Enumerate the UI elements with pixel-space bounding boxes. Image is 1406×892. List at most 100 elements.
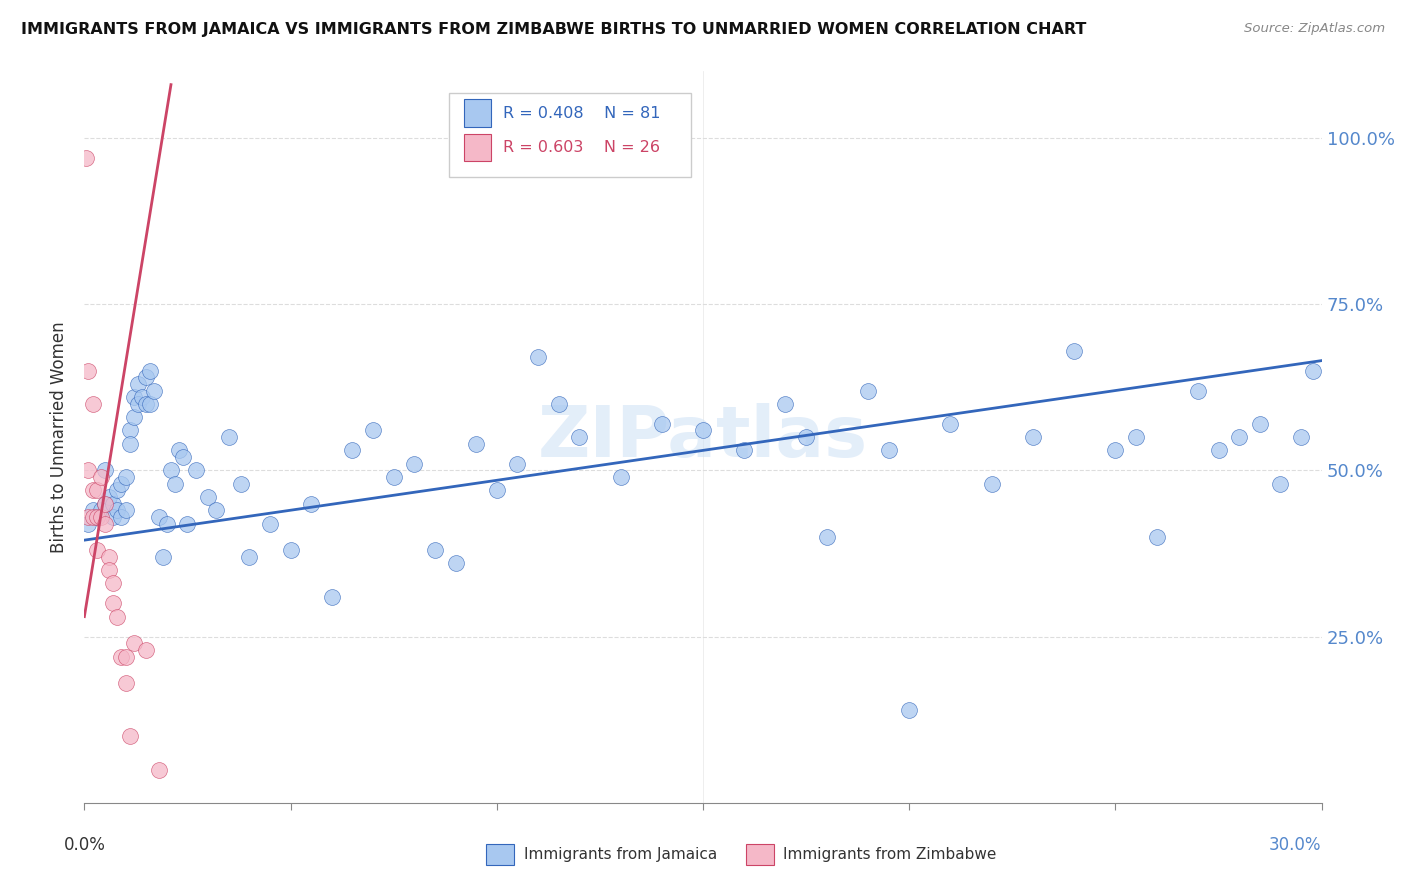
Point (547, 397, 569, 411)
Point (131, 390, 153, 404)
Point (980, 476, 1002, 491)
Point (939, 417, 962, 431)
Point (176, 516, 198, 531)
FancyBboxPatch shape (747, 845, 773, 865)
Point (98, 549, 121, 564)
Point (485, 483, 508, 498)
Point (299, 497, 322, 511)
Point (118, 729, 141, 743)
Point (152, 549, 174, 564)
Point (229, 476, 252, 491)
Point (77, 509, 100, 524)
Point (110, 476, 132, 491)
Point (506, 457, 529, 471)
Point (82, 483, 104, 498)
Point (444, 557, 467, 571)
Point (1125, 430, 1147, 444)
Point (94, 516, 117, 531)
Point (75, 151, 97, 165)
Point (184, 463, 207, 477)
Point (90, 509, 112, 524)
Point (105, 483, 128, 498)
Point (98, 490, 121, 504)
FancyBboxPatch shape (464, 99, 492, 127)
Point (197, 490, 219, 504)
Point (165, 476, 187, 491)
Point (94, 497, 117, 511)
Point (609, 470, 631, 484)
Point (527, 351, 550, 365)
Point (103, 576, 125, 591)
Point (205, 503, 228, 517)
Point (86, 543, 108, 558)
FancyBboxPatch shape (464, 134, 492, 161)
Point (105, 503, 128, 517)
Point (114, 649, 136, 664)
Point (238, 549, 260, 564)
Point (856, 384, 879, 398)
Text: Source: ZipAtlas.com: Source: ZipAtlas.com (1244, 22, 1385, 36)
Text: 0.0%: 0.0% (63, 836, 105, 854)
Point (86, 509, 108, 524)
Point (568, 430, 591, 444)
Point (877, 443, 900, 458)
Point (77, 463, 100, 477)
Point (94, 497, 117, 511)
Point (280, 543, 302, 558)
Point (218, 430, 240, 444)
Point (139, 397, 162, 411)
Point (118, 436, 141, 450)
Point (90, 470, 112, 484)
Point (1227, 430, 1250, 444)
Point (105, 609, 128, 624)
Text: IMMIGRANTS FROM JAMAICA VS IMMIGRANTS FROM ZIMBABWE BIRTHS TO UNMARRIED WOMEN CO: IMMIGRANTS FROM JAMAICA VS IMMIGRANTS FR… (21, 22, 1087, 37)
Point (103, 596, 125, 610)
Point (404, 457, 426, 471)
FancyBboxPatch shape (486, 845, 513, 865)
Point (692, 424, 714, 438)
Point (118, 424, 141, 438)
Point (167, 443, 190, 458)
Point (82, 397, 104, 411)
Point (139, 363, 162, 377)
Point (135, 643, 157, 657)
Point (160, 463, 183, 477)
Point (77, 516, 100, 531)
Point (82, 503, 104, 517)
Point (794, 430, 817, 444)
Text: ZIPatlas: ZIPatlas (538, 402, 868, 472)
Point (172, 450, 194, 464)
Point (135, 370, 157, 384)
Point (1289, 430, 1312, 444)
Point (382, 470, 405, 484)
Point (342, 443, 364, 458)
Point (361, 424, 384, 438)
Point (90, 503, 112, 517)
Point (1270, 476, 1292, 491)
Point (259, 516, 281, 531)
Point (423, 543, 446, 558)
Point (1208, 443, 1230, 458)
Point (1249, 417, 1271, 431)
Point (898, 703, 921, 717)
Text: Immigrants from Zimbabwe: Immigrants from Zimbabwe (783, 847, 997, 863)
Point (135, 397, 157, 411)
Point (465, 436, 488, 450)
Point (127, 376, 149, 391)
Point (114, 676, 136, 690)
Point (114, 503, 136, 517)
Point (94, 463, 117, 477)
Point (775, 397, 797, 411)
Point (82, 509, 104, 524)
Point (110, 649, 132, 664)
Point (122, 410, 145, 425)
Point (1187, 384, 1209, 398)
Point (148, 763, 170, 777)
Text: Immigrants from Jamaica: Immigrants from Jamaica (523, 847, 717, 863)
Point (110, 509, 132, 524)
Point (156, 516, 179, 531)
Point (651, 417, 673, 431)
Point (122, 636, 145, 650)
Point (103, 497, 125, 511)
Point (1063, 343, 1085, 358)
